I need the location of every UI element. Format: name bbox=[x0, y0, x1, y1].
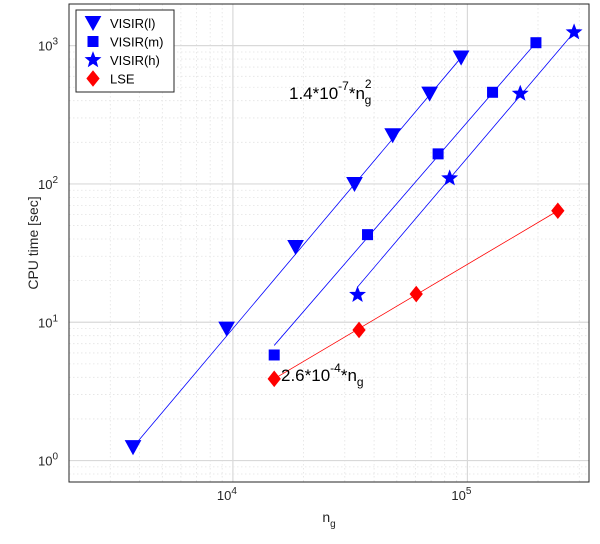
data-point-visir-m bbox=[362, 229, 374, 241]
data-point-visir-h bbox=[349, 285, 367, 302]
legend-marker-visir-m bbox=[87, 36, 99, 47]
plot-frame bbox=[68, 3, 590, 483]
x-tick-label: 105 bbox=[451, 486, 471, 503]
annotation-linear: 2.6*10-4*ng bbox=[281, 361, 364, 389]
data-point-visir-m bbox=[487, 86, 499, 98]
fit-line-visir-h bbox=[357, 31, 575, 288]
y-tick-label: 102 bbox=[38, 175, 58, 192]
legend-label-visir-h: VISIR(h) bbox=[110, 53, 160, 68]
data-point-lse bbox=[352, 321, 366, 339]
x-axis-label-sub: g bbox=[330, 519, 336, 530]
annotation-quadratic: 1.4*10-7*n2 g bbox=[289, 77, 372, 107]
legend-label-visir-m: VISIR(m) bbox=[110, 35, 163, 50]
data-point-visir-h bbox=[565, 23, 583, 40]
annotation-linear-sub: g bbox=[357, 375, 364, 389]
x-tick-label: 104 bbox=[217, 486, 237, 503]
y-axis-label: CPU time [sec] bbox=[25, 196, 41, 289]
legend-label-visir-l: VISIR(l) bbox=[110, 16, 156, 31]
legend-marker-visir-l bbox=[84, 16, 102, 32]
data-point-lse bbox=[551, 202, 565, 220]
data-point-lse bbox=[267, 370, 281, 388]
x-axis-label-main: n bbox=[322, 509, 330, 525]
annotation-quadratic-sup: 2 bbox=[365, 77, 372, 91]
x-axis-label: ng bbox=[322, 509, 335, 530]
legend: VISIR(l) VISIR(m) VISIR(h) LSE bbox=[75, 9, 175, 93]
data-point-visir-m bbox=[530, 37, 542, 49]
data-point-visir-l bbox=[346, 176, 363, 192]
annotations: 1.4*10-7*n2 g 2.6*10-4*ng bbox=[281, 77, 372, 389]
y-tick-label: 100 bbox=[38, 452, 58, 469]
annotation-quadratic-exp: -7 bbox=[338, 79, 349, 93]
data-point-visir-h bbox=[441, 169, 459, 186]
data-point-visir-m bbox=[432, 148, 444, 160]
annotation-quadratic-sub: g bbox=[365, 93, 372, 107]
x-ticks: 104 105 bbox=[217, 486, 472, 503]
data-point-visir-l bbox=[421, 86, 438, 102]
data-point-visir-h bbox=[511, 84, 529, 101]
data-point-visir-l bbox=[452, 50, 470, 66]
data-point-visir-l bbox=[124, 440, 142, 456]
legend-marker-lse bbox=[86, 70, 100, 87]
fit-line-visir-l bbox=[132, 57, 462, 448]
data-point-visir-l bbox=[218, 321, 235, 337]
markers bbox=[124, 23, 583, 456]
data-point-visir-l bbox=[384, 128, 402, 144]
annotation-quadratic-mid: *n bbox=[349, 84, 365, 103]
annotation-quadratic-base: 1.4*10 bbox=[289, 84, 338, 103]
legend-marker-visir-h bbox=[84, 51, 102, 68]
y-ticks: 100 101 102 103 bbox=[38, 37, 58, 469]
annotation-linear-mid: *n bbox=[341, 366, 357, 385]
data-point-visir-l bbox=[287, 240, 304, 256]
y-tick-label: 101 bbox=[38, 313, 58, 330]
annotation-linear-exp: -4 bbox=[330, 361, 341, 375]
legend-label-lse: LSE bbox=[110, 72, 135, 87]
data-point-visir-m bbox=[268, 349, 280, 361]
annotation-linear-base: 2.6*10 bbox=[281, 366, 330, 385]
data-point-lse bbox=[409, 285, 423, 303]
y-tick-label: 103 bbox=[38, 37, 58, 54]
